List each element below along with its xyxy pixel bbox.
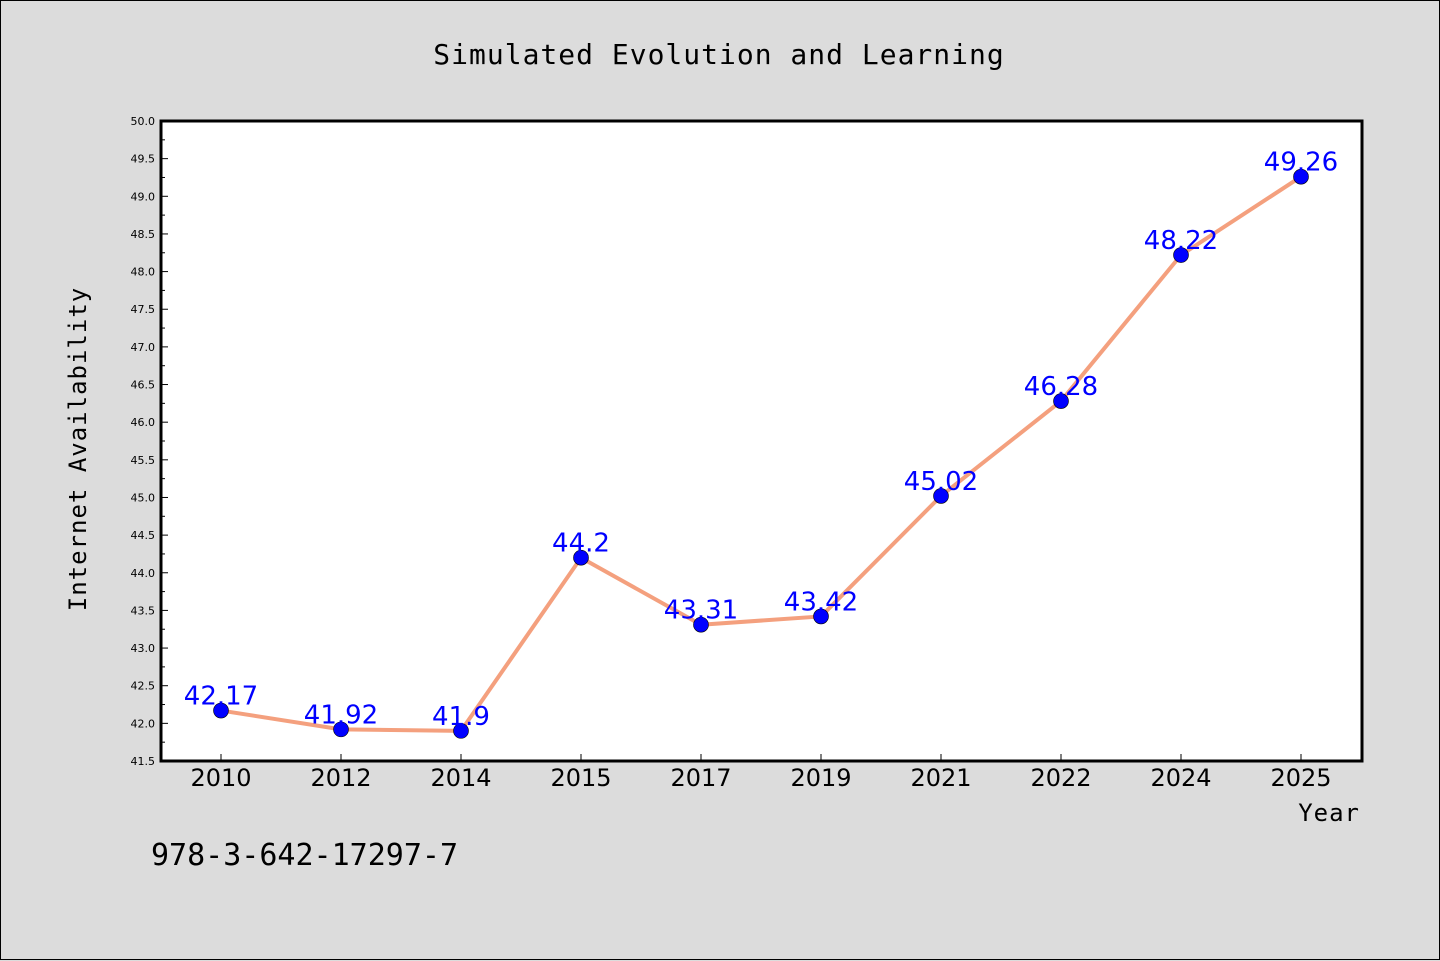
data-label: 41.9 bbox=[432, 702, 490, 732]
x-tick-label: 2017 bbox=[670, 764, 731, 792]
y-tick-label: 42.0 bbox=[131, 717, 156, 730]
y-tick-label: 41.5 bbox=[131, 755, 156, 768]
y-tick-label: 46.5 bbox=[131, 379, 156, 392]
data-label: 45.02 bbox=[904, 467, 978, 497]
data-label: 46.28 bbox=[1024, 372, 1098, 402]
y-tick-label: 43.5 bbox=[131, 604, 156, 617]
chart-title: Simulated Evolution and Learning bbox=[433, 38, 1004, 71]
y-tick-label: 49.5 bbox=[131, 153, 156, 166]
data-point bbox=[333, 721, 349, 738]
x-axis-label: Year bbox=[1298, 799, 1360, 827]
y-tick-label: 48.0 bbox=[131, 266, 156, 279]
series-line bbox=[220, 175, 1303, 733]
y-tick-label: 44.5 bbox=[131, 529, 156, 542]
y-tick-label: 42.5 bbox=[131, 680, 156, 693]
data-point bbox=[453, 723, 469, 739]
x-tick-label: 2012 bbox=[310, 764, 371, 792]
y-tick-label: 44.0 bbox=[131, 567, 156, 580]
y-tick-label: 46.0 bbox=[131, 416, 156, 429]
data-point bbox=[693, 616, 709, 633]
footnote-text: 978-3-642-17297-7 bbox=[151, 838, 458, 873]
y-tick-label: 45.5 bbox=[131, 454, 156, 467]
x-tick-label: 2010 bbox=[190, 764, 251, 792]
data-label: 43.31 bbox=[664, 596, 738, 626]
y-tick-label: 48.5 bbox=[131, 228, 156, 241]
x-tick-label: 2025 bbox=[1270, 764, 1331, 792]
data-point bbox=[213, 702, 229, 719]
x-axis: 2010 2012 2014 2015 2017 2019 2021 2022 2024 2025 bbox=[190, 754, 1332, 792]
data-label: 49.26 bbox=[1264, 148, 1338, 178]
x-tick-label: 2014 bbox=[430, 764, 491, 792]
y-tick-label: 49.0 bbox=[131, 190, 156, 203]
y-tick-label: 43.0 bbox=[131, 642, 156, 655]
y-axis: 41.5 42.0 42.5 43.0 43.5 44.0 44.5 45.0 45.5 46.0… bbox=[131, 115, 168, 768]
y-tick-label: 45.0 bbox=[131, 491, 156, 504]
data-point bbox=[813, 608, 829, 625]
data-label: 48.22 bbox=[1144, 226, 1218, 256]
x-tick-label: 2021 bbox=[910, 764, 971, 792]
data-label: 44.2 bbox=[552, 529, 610, 559]
y-tick-label: 47.5 bbox=[131, 303, 156, 316]
data-label: 41.92 bbox=[304, 700, 378, 730]
data-point bbox=[1053, 393, 1069, 409]
data-point bbox=[1173, 247, 1189, 263]
x-tick-label: 2015 bbox=[550, 764, 611, 792]
data-label: 42.17 bbox=[184, 682, 258, 712]
x-tick-label: 2024 bbox=[1150, 764, 1211, 792]
data-point bbox=[933, 488, 949, 504]
data-point bbox=[1293, 168, 1309, 185]
y-axis-label: Internet Availability bbox=[64, 287, 92, 611]
x-tick-label: 2022 bbox=[1030, 764, 1091, 792]
series-layer: 42.17 41.92 41.9 44.2 43.31 43.42 45.02 46.28 48… bbox=[184, 148, 1338, 739]
y-tick-label: 50.0 bbox=[131, 115, 156, 128]
y-tick-label: 47.0 bbox=[131, 341, 156, 354]
x-tick-label: 2019 bbox=[790, 764, 851, 792]
data-label: 43.42 bbox=[784, 587, 858, 617]
plot-area bbox=[159, 119, 1364, 763]
data-point bbox=[573, 549, 589, 566]
